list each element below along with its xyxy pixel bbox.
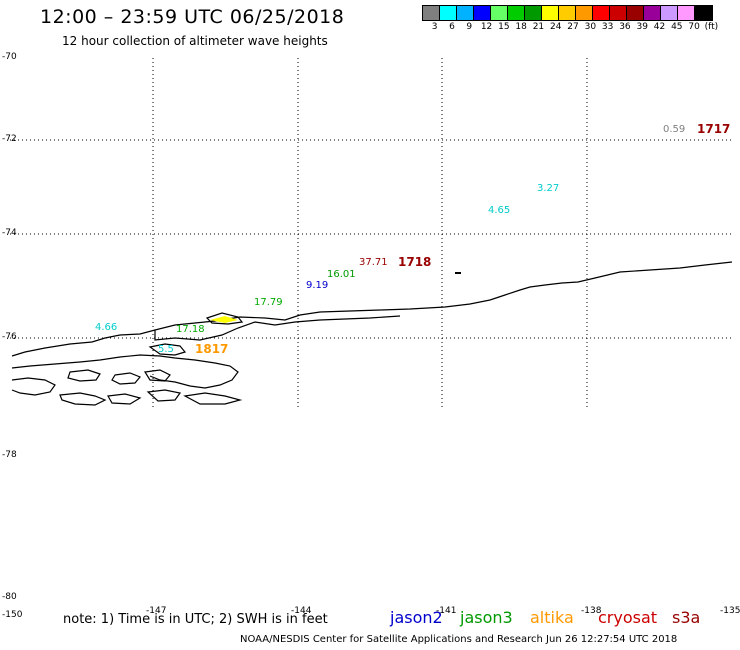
colorbar-label: 9 (466, 22, 473, 32)
colorbar-label: 42 (653, 22, 666, 32)
colorbar-swatch (423, 6, 440, 20)
colorbar-label: 15 (498, 22, 510, 32)
colorbar-swatch (542, 6, 559, 20)
colorbar-label: 24 (550, 22, 562, 32)
legend-jason2: jason2 (390, 608, 443, 627)
colorbar-label: 27 (567, 22, 579, 32)
colorbar-swatch (661, 6, 678, 20)
colorbar-swatch (576, 6, 593, 20)
observation-label: 5.5 (158, 344, 174, 355)
observation-label: 3.27 (537, 183, 560, 194)
map-subtitle: 12 hour collection of altimeter wave hei… (62, 34, 328, 48)
colorbar-label: 33 (601, 22, 614, 32)
pass-time-label: 1718 (398, 255, 432, 269)
map-title: 12:00 – 23:59 UTC 06/25/2018 (40, 6, 345, 28)
pass-time-label: 1717 (697, 122, 731, 136)
observation-label: 17.18 (176, 324, 205, 335)
colorbar-swatch (695, 6, 712, 20)
colorbar-swatch (678, 6, 695, 20)
colorbar-label: 30 (584, 22, 597, 32)
colorbar-swatch (559, 6, 576, 20)
legend-altika: altika (530, 608, 574, 627)
colorbar-label: 6 (449, 22, 455, 32)
wave-height-colorbar (422, 5, 713, 21)
colorbar-label: 21 (532, 22, 545, 32)
legend-cryosat: cryosat (598, 608, 658, 627)
units-note: note: 1) Time is in UTC; 2) SWH is in fe… (63, 612, 328, 627)
coastline (11, 261, 733, 406)
observation-label: 16.01 (327, 269, 356, 280)
colorbar-label: 3 (431, 22, 438, 32)
colorbar-swatch (474, 6, 491, 20)
lat-label-74: -74 (2, 228, 17, 238)
wave-height-patch (210, 316, 238, 323)
colorbar-label: 36 (619, 22, 631, 32)
lat-label-76: -76 (2, 332, 17, 342)
observation-label: 4.65 (488, 205, 511, 216)
lat-label-80: -80 (2, 592, 17, 602)
lat-label-70: -70 (2, 52, 17, 62)
observation-label: 37.71 (359, 257, 388, 268)
colorbar-swatch (440, 6, 457, 20)
legend-jason3: jason3 (460, 608, 513, 627)
colorbar-label: 18 (515, 22, 527, 32)
colorbar-swatch (457, 6, 474, 20)
observation-label: 17.79 (254, 297, 283, 308)
colorbar-label: (ft) (704, 22, 719, 32)
colorbar-swatch (593, 6, 610, 20)
lon-label-144: -144 (291, 606, 312, 616)
lon-label-135: -135 (720, 606, 740, 616)
colorbar-swatch (508, 6, 525, 20)
colorbar-swatch (627, 6, 644, 20)
observation-label: 4.66 (95, 322, 118, 333)
lon-label-147: -147 (146, 606, 167, 616)
observation-label: 9.19 (306, 280, 329, 291)
lat-label-72: -72 (2, 134, 17, 144)
latitude-gridlines (10, 139, 732, 339)
colorbar-labels: 3 6 9 12 15 18 21 24 27 30 33 36 39 42 45 70 (ft) (426, 22, 720, 32)
lon-label-138: -138 (581, 606, 602, 616)
legend-s3a: s3a (672, 608, 701, 627)
pass-time-label: 1817 (195, 342, 229, 356)
colorbar-label: 12 (480, 22, 493, 32)
lon-label-141: -141 (436, 606, 457, 616)
colorbar-swatch (610, 6, 627, 20)
credit-footer: NOAA/NESDIS Center for Satellite Applica… (240, 634, 678, 645)
colorbar-swatch (491, 6, 508, 20)
colorbar-swatch (644, 6, 661, 20)
colorbar-label: 70 (688, 22, 700, 32)
colorbar-label: 45 (671, 22, 683, 32)
lat-label-78: -78 (2, 450, 17, 460)
colorbar-swatch (525, 6, 542, 20)
lon-label-150: -150 (2, 610, 23, 620)
observation-label: 0.59 (663, 124, 686, 135)
colorbar-label: 39 (636, 22, 648, 32)
